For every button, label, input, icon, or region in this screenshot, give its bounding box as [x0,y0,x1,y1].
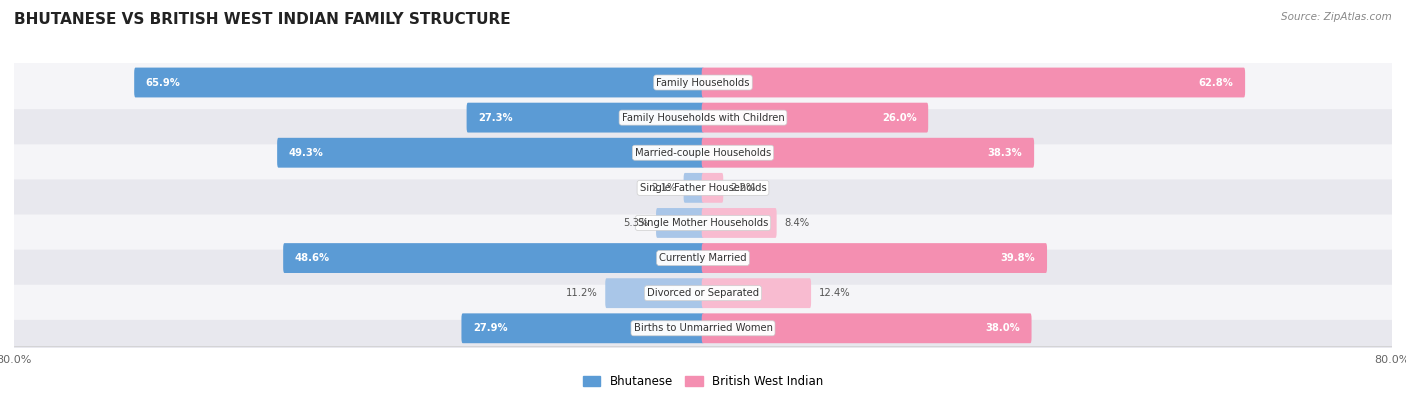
Text: Single Mother Households: Single Mother Households [638,218,768,228]
FancyBboxPatch shape [702,103,928,133]
Text: 62.8%: 62.8% [1198,77,1233,88]
FancyBboxPatch shape [283,243,704,273]
Text: Family Households: Family Households [657,77,749,88]
FancyBboxPatch shape [702,68,1246,98]
Text: 27.3%: 27.3% [478,113,513,122]
FancyBboxPatch shape [11,161,1395,214]
FancyBboxPatch shape [11,126,1395,179]
Text: Currently Married: Currently Married [659,253,747,263]
FancyBboxPatch shape [277,138,704,167]
Text: Married-couple Households: Married-couple Households [636,148,770,158]
Text: 11.2%: 11.2% [567,288,598,298]
Text: 38.0%: 38.0% [986,323,1019,333]
FancyBboxPatch shape [11,267,1395,320]
Text: Family Households with Children: Family Households with Children [621,113,785,122]
Text: 2.2%: 2.2% [731,183,756,193]
FancyBboxPatch shape [702,278,811,308]
FancyBboxPatch shape [467,103,704,133]
FancyBboxPatch shape [11,231,1395,285]
FancyBboxPatch shape [702,138,1035,167]
FancyBboxPatch shape [11,91,1395,144]
Text: 65.9%: 65.9% [146,77,181,88]
Text: 27.9%: 27.9% [472,323,508,333]
Legend: Bhutanese, British West Indian: Bhutanese, British West Indian [578,371,828,393]
Text: 8.4%: 8.4% [785,218,808,228]
FancyBboxPatch shape [702,243,1047,273]
Text: Source: ZipAtlas.com: Source: ZipAtlas.com [1281,12,1392,22]
FancyBboxPatch shape [683,173,704,203]
Text: 26.0%: 26.0% [882,113,917,122]
Text: 39.8%: 39.8% [1001,253,1035,263]
Text: 38.3%: 38.3% [988,148,1022,158]
FancyBboxPatch shape [11,196,1395,250]
FancyBboxPatch shape [657,208,704,238]
FancyBboxPatch shape [605,278,704,308]
Text: 2.1%: 2.1% [651,183,676,193]
Text: Single Father Households: Single Father Households [640,183,766,193]
FancyBboxPatch shape [11,56,1395,109]
FancyBboxPatch shape [461,313,704,343]
FancyBboxPatch shape [134,68,704,98]
Text: 48.6%: 48.6% [295,253,330,263]
Text: Divorced or Separated: Divorced or Separated [647,288,759,298]
Text: BHUTANESE VS BRITISH WEST INDIAN FAMILY STRUCTURE: BHUTANESE VS BRITISH WEST INDIAN FAMILY … [14,12,510,27]
FancyBboxPatch shape [11,302,1395,355]
FancyBboxPatch shape [702,313,1032,343]
FancyBboxPatch shape [702,208,776,238]
Text: 49.3%: 49.3% [288,148,323,158]
Text: 5.3%: 5.3% [623,218,648,228]
FancyBboxPatch shape [702,173,723,203]
Text: Births to Unmarried Women: Births to Unmarried Women [634,323,772,333]
Text: 12.4%: 12.4% [818,288,851,298]
